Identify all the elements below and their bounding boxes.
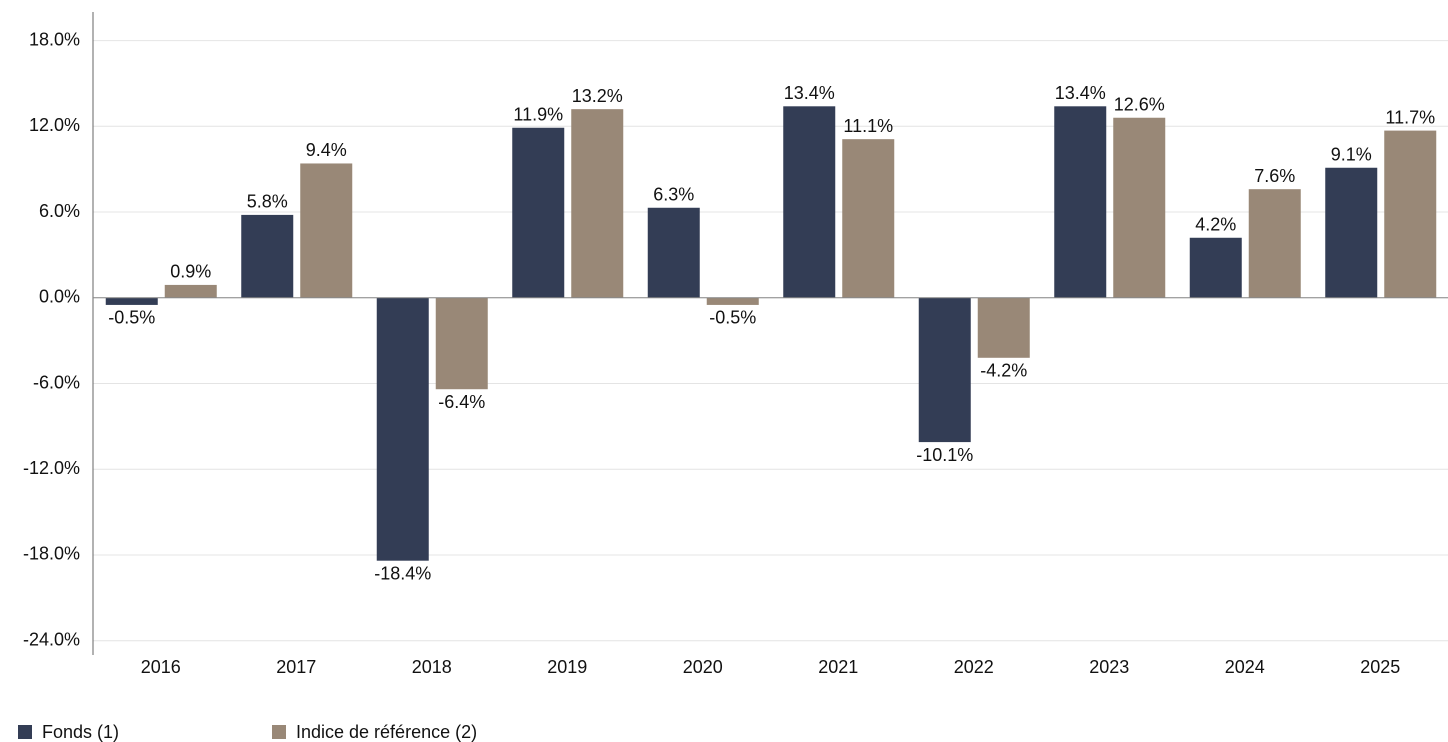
- value-label: 13.2%: [572, 86, 623, 106]
- y-tick-label: 12.0%: [29, 115, 80, 135]
- x-tick-label: 2024: [1225, 657, 1265, 677]
- bar: [241, 214, 294, 298]
- y-tick-label: 18.0%: [29, 29, 80, 49]
- bar: [1384, 130, 1437, 298]
- x-tick-label: 2023: [1089, 657, 1129, 677]
- x-tick-label: 2020: [683, 657, 723, 677]
- value-label: 6.3%: [653, 185, 694, 205]
- value-label: 9.1%: [1331, 144, 1372, 164]
- bar: [918, 297, 971, 443]
- legend-swatch: [272, 725, 286, 739]
- bar: [512, 127, 565, 298]
- value-label: -0.5%: [709, 308, 756, 328]
- value-label: -18.4%: [374, 563, 431, 583]
- bar: [376, 297, 429, 561]
- bar: [105, 297, 158, 305]
- x-tick-label: 2019: [547, 657, 587, 677]
- bar: [977, 297, 1030, 358]
- bar: [300, 163, 353, 298]
- bar: [571, 109, 624, 298]
- value-label: 11.7%: [1385, 107, 1435, 127]
- bar: [706, 297, 759, 305]
- x-tick-label: 2025: [1360, 657, 1400, 677]
- bar: [783, 106, 836, 298]
- value-label: 9.4%: [306, 140, 347, 160]
- x-tick-label: 2017: [276, 657, 316, 677]
- value-label: 11.1%: [843, 116, 893, 136]
- bar: [1248, 189, 1301, 298]
- value-label: 11.9%: [513, 104, 563, 124]
- value-label: -0.5%: [108, 308, 155, 328]
- y-tick-label: 0.0%: [39, 287, 80, 307]
- y-tick-label: -24.0%: [23, 629, 80, 649]
- value-label: 4.2%: [1195, 215, 1236, 235]
- value-label: 7.6%: [1254, 166, 1295, 186]
- legend-swatch: [18, 725, 32, 739]
- y-tick-label: -12.0%: [23, 458, 80, 478]
- value-label: 5.8%: [247, 192, 288, 212]
- x-tick-label: 2022: [954, 657, 994, 677]
- bar: [1054, 106, 1107, 298]
- x-tick-label: 2021: [818, 657, 858, 677]
- bar: [647, 207, 700, 298]
- y-tick-label: 6.0%: [39, 201, 80, 221]
- x-tick-label: 2016: [141, 657, 181, 677]
- value-label: -10.1%: [916, 445, 973, 465]
- bar: [164, 284, 217, 298]
- y-tick-label: -18.0%: [23, 544, 80, 564]
- x-tick-label: 2018: [412, 657, 452, 677]
- value-label: -6.4%: [438, 392, 485, 412]
- value-label: 0.9%: [170, 262, 211, 282]
- value-label: 13.4%: [1055, 83, 1106, 103]
- legend-label: Indice de référence (2): [296, 722, 477, 742]
- value-label: 13.4%: [784, 83, 835, 103]
- bar: [1325, 167, 1378, 298]
- y-tick-label: -6.0%: [33, 372, 80, 392]
- bar: [435, 297, 488, 390]
- bar: [842, 139, 895, 298]
- value-label: 12.6%: [1114, 94, 1165, 114]
- bar: [1113, 117, 1166, 298]
- bar: [1189, 237, 1242, 298]
- legend-label: Fonds (1): [42, 722, 119, 742]
- value-label: -4.2%: [980, 361, 1027, 381]
